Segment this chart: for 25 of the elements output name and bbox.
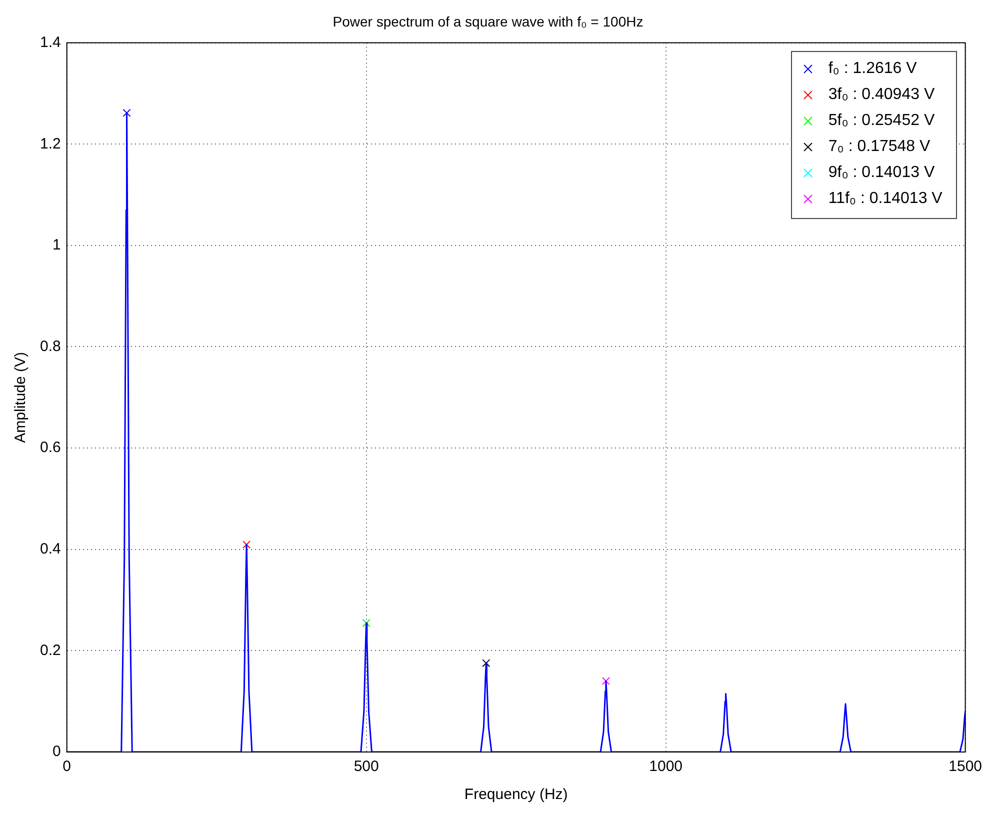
legend-label: 9f₀ : 0.14013 V <box>828 164 935 182</box>
chart-title: Power spectrum of a square wave with f₀ = 100Hz <box>332 13 644 30</box>
y-tick-label: 1 <box>52 236 61 254</box>
y-axis-title: Amplitude (V) <box>12 352 30 443</box>
legend-label: 3f₀ : 0.40943 V <box>828 86 935 104</box>
y-tick-label: 0.4 <box>40 540 61 558</box>
legend-label: 7₀ : 0.17548 V <box>828 138 930 156</box>
point <box>362 619 370 628</box>
y-tick-label: 0 <box>52 743 61 760</box>
point <box>602 676 610 686</box>
x-tick-label: 1000 <box>649 758 683 776</box>
point <box>242 540 251 549</box>
y-tick-label: 0.2 <box>40 642 61 659</box>
legend-label: 11f₀ : 0.14013 V <box>828 190 942 208</box>
point <box>122 108 131 117</box>
y-tick-label: 0.6 <box>40 439 61 456</box>
x-axis-title: Frequency (Hz) <box>464 786 568 804</box>
legend-label: f₀ : 1.2616 V <box>828 60 917 78</box>
legend-label: 5f₀ : 0.25452 V <box>828 112 935 130</box>
x-tick-label: 1500 <box>948 758 982 776</box>
y-tick-label: 0.8 <box>40 338 61 355</box>
y-tick-label: 1.2 <box>40 135 61 152</box>
x-tick-label: 500 <box>354 758 379 776</box>
y-tick-label: 1.4 <box>40 34 61 51</box>
point <box>482 659 490 668</box>
